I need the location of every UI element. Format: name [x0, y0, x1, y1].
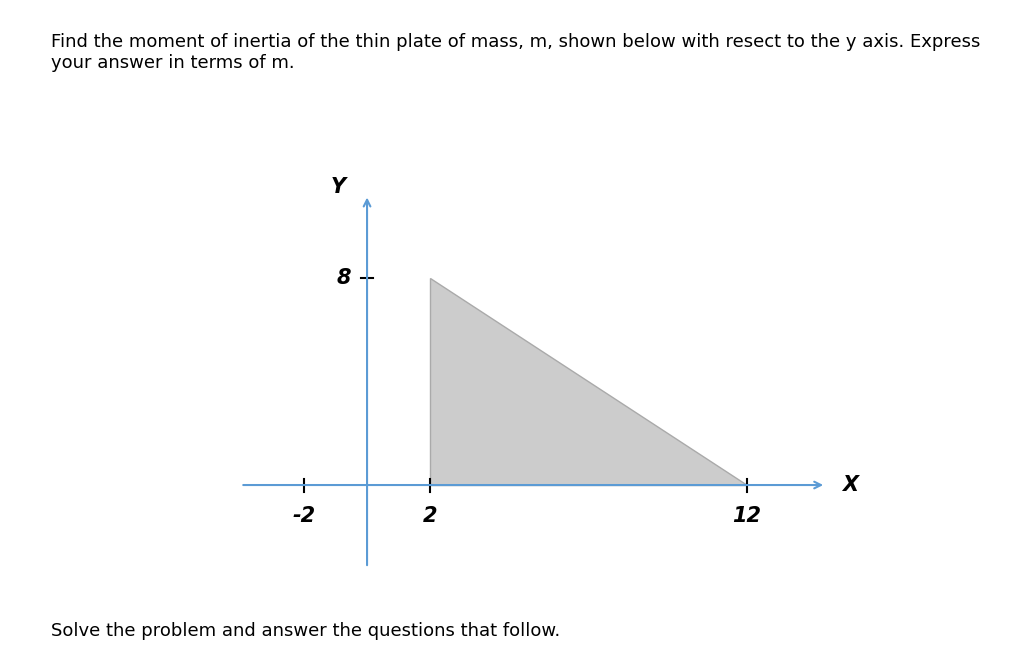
- Text: Solve the problem and answer the questions that follow.: Solve the problem and answer the questio…: [51, 622, 561, 640]
- Text: 2: 2: [423, 506, 438, 526]
- Polygon shape: [431, 278, 747, 485]
- Text: 8: 8: [337, 268, 351, 288]
- Text: Y: Y: [331, 177, 346, 197]
- Text: 12: 12: [732, 506, 762, 526]
- Text: Find the moment of inertia of the thin plate of mass, m, shown below with resect: Find the moment of inertia of the thin p…: [51, 33, 980, 72]
- Text: X: X: [841, 475, 858, 495]
- Text: -2: -2: [292, 506, 315, 526]
